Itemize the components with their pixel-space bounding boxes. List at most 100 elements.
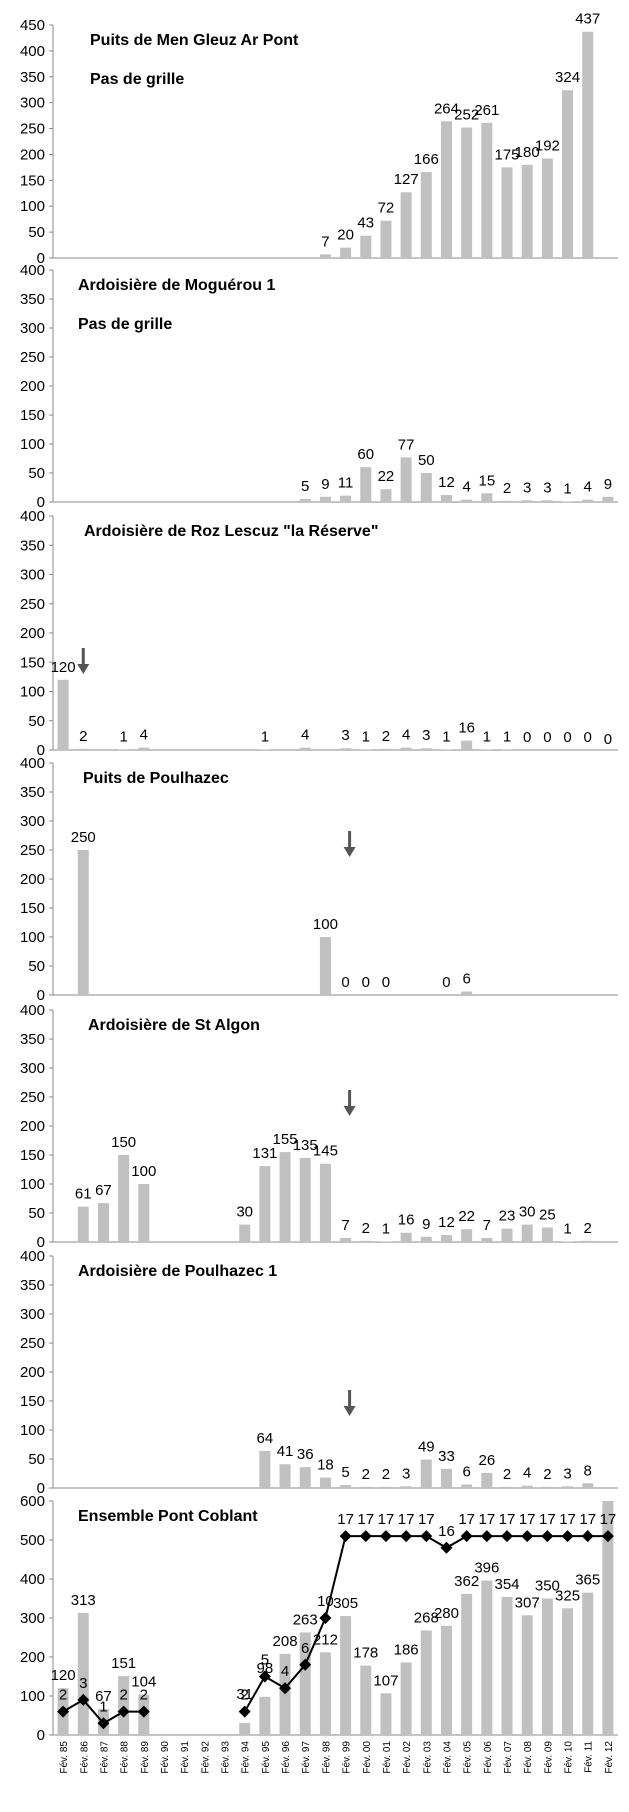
bar	[562, 90, 574, 259]
y-tick-label: 200	[20, 625, 45, 642]
line-value-label: 17	[418, 1511, 435, 1528]
x-tick-label: Fév. 04	[442, 1741, 453, 1774]
y-tick-label: 100	[20, 1688, 45, 1705]
bar	[420, 473, 432, 502]
bar-value-label: 208	[273, 1633, 298, 1650]
bar-value-label: 26	[478, 1452, 495, 1469]
bar-value-label: 212	[313, 1631, 338, 1648]
bar	[340, 1485, 352, 1488]
bar-value-label: 127	[394, 171, 419, 188]
bar-value-label: 0	[543, 729, 551, 746]
arrow-marker-head	[343, 1106, 356, 1116]
x-tick-label: Fév. 99	[342, 1741, 353, 1774]
bar	[360, 749, 372, 750]
bar	[360, 1665, 372, 1735]
y-tick-label: 100	[20, 1176, 45, 1193]
bar	[340, 247, 352, 258]
y-tick-label: 50	[28, 1451, 45, 1468]
bar-value-label: 20	[337, 227, 354, 244]
bar-value-label: 4	[402, 727, 410, 744]
bar-value-label: 250	[71, 829, 96, 846]
bar	[440, 1468, 452, 1488]
y-tick-label: 400	[20, 1248, 45, 1265]
bar	[360, 467, 372, 502]
bar-value-label: 151	[111, 1655, 136, 1672]
bar-value-label: 12	[438, 474, 455, 491]
bar	[360, 1486, 372, 1488]
bar	[279, 1464, 291, 1488]
y-tick-label: 0	[37, 494, 45, 511]
bar-value-label: 0	[584, 729, 592, 746]
bar	[562, 501, 574, 502]
bar	[602, 496, 614, 502]
bar-value-label: 3	[543, 479, 551, 496]
bar	[420, 172, 432, 258]
x-tick-label: Fév. 92	[200, 1741, 211, 1774]
bar	[501, 1596, 513, 1735]
bar-value-label: 4	[584, 479, 592, 496]
y-tick-label: 150	[20, 1147, 45, 1164]
y-tick-label: 350	[20, 1031, 45, 1048]
line-value-label: 6	[301, 1640, 309, 1657]
bar-value-label: 72	[378, 200, 395, 217]
line-value-label: 2	[119, 1687, 127, 1704]
bar-value-label: 166	[414, 151, 439, 168]
bar	[319, 496, 331, 502]
y-tick-label: 0	[37, 1727, 45, 1744]
x-tick-label: Fév. 86	[79, 1741, 90, 1774]
y-tick-label: 400	[20, 262, 45, 279]
panel-title: Ardoisière de St Algon	[88, 1017, 260, 1034]
y-tick-label: 50	[28, 958, 45, 975]
bar-value-label: 9	[321, 476, 329, 493]
bar-value-label: 178	[353, 1645, 378, 1662]
bar-value-label: 0	[563, 729, 571, 746]
bar	[582, 1592, 594, 1735]
panel-title: Puits de Men Gleuz Ar Pont	[90, 32, 299, 49]
bar	[400, 192, 412, 258]
bar	[501, 1486, 513, 1488]
x-tick-label: Fév. 05	[463, 1741, 474, 1774]
bar-value-label: 180	[515, 144, 540, 161]
bar-value-label: 77	[398, 436, 415, 453]
bar	[380, 1486, 392, 1488]
bar	[77, 1206, 89, 1242]
bar-value-label: 120	[51, 659, 76, 676]
bar	[562, 1241, 574, 1242]
line-value-label: 17	[559, 1511, 576, 1528]
bar-value-label: 1	[362, 728, 370, 745]
bar-value-label: 9	[422, 1216, 430, 1233]
bar	[57, 679, 69, 750]
bar	[380, 220, 392, 258]
line-value-label: 16	[438, 1523, 455, 1540]
bar-value-label: 4	[301, 727, 309, 744]
bar	[420, 1236, 432, 1242]
bar	[481, 749, 493, 750]
bar	[461, 991, 473, 995]
y-tick-label: 350	[20, 784, 45, 801]
bar-value-label: 9	[604, 476, 612, 493]
bar-value-label: 1	[503, 728, 511, 745]
y-tick-label: 250	[20, 1335, 45, 1352]
bar	[461, 499, 473, 502]
bar	[481, 122, 493, 258]
bar-value-label: 7	[483, 1217, 491, 1234]
line-marker	[541, 1530, 554, 1543]
arrow-marker-head	[343, 847, 356, 857]
bar-value-label: 313	[71, 1592, 96, 1609]
bar	[400, 747, 412, 750]
line-value-label: 17	[378, 1511, 395, 1528]
bar	[582, 1483, 594, 1488]
bar-value-label: 120	[51, 1667, 76, 1684]
bar-value-label: 18	[317, 1457, 334, 1474]
line-marker	[238, 1705, 251, 1718]
y-tick-label: 400	[20, 755, 45, 772]
x-tick-label: Fév. 93	[221, 1741, 232, 1774]
bar-value-label: 0	[442, 974, 450, 991]
line-marker	[521, 1530, 534, 1543]
panel-title: Puits de Poulhazec	[83, 770, 229, 787]
bar	[420, 1459, 432, 1488]
x-tick-label: Fév. 96	[281, 1741, 292, 1774]
bar	[340, 748, 352, 750]
line-marker	[359, 1530, 372, 1543]
